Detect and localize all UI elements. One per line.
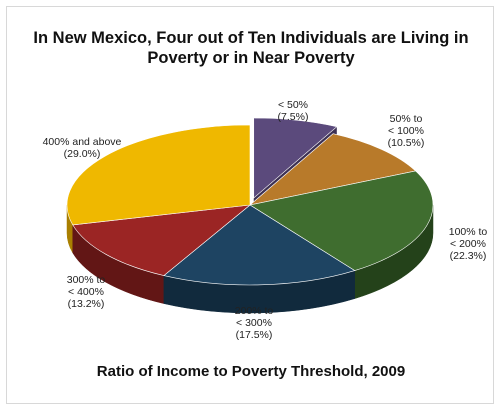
slice-label-line: 300% to (67, 274, 106, 286)
pie-slice (163, 204, 356, 286)
slice-label-line: < 300% (236, 317, 272, 329)
slice-label-line: (13.2%) (68, 298, 105, 310)
slice-label: < 50% (7.5%) (278, 99, 309, 123)
chart-title-line-2: Poverty or in Near Poverty (147, 49, 355, 67)
pie-slice (253, 117, 338, 199)
slice-label-line: < 200% (450, 238, 486, 250)
chart-title-line-1: In New Mexico, Four out of Ten Individua… (33, 29, 469, 47)
slice-label: 100% to < 200% (22.3%) (449, 226, 488, 262)
slice-label-line: (17.5%) (236, 329, 273, 341)
chart-subtitle: Ratio of Income to Poverty Threshold, 20… (96, 363, 406, 380)
slice-label-line: 100% to (449, 226, 488, 238)
slice-label: 300% to < 400% (13.2%) (67, 274, 106, 310)
slice-label-line: 50% to (390, 113, 423, 125)
pie-slice (248, 133, 417, 206)
slice-label-line: < 400% (68, 286, 104, 298)
pie-slice (249, 170, 434, 271)
slice-label-line: (7.5%) (278, 111, 309, 123)
slice-label: 400% and above (29.0%) (43, 136, 122, 160)
chart-title: In New Mexico, Four out of Ten Individua… (0, 28, 502, 68)
slice-label-line: (10.5%) (388, 137, 425, 149)
slice-label: 50% to < 100% (10.5%) (388, 113, 425, 149)
slice-label-line: (29.0%) (64, 148, 101, 160)
pie-slice (72, 204, 251, 276)
slice-label-line: < 100% (388, 125, 424, 137)
slice-label-line: 400% and above (43, 136, 122, 148)
pie-slice (66, 124, 251, 226)
slice-label-line: (22.3%) (450, 250, 487, 262)
slice-label: 200% to < 300% (17.5%) (235, 305, 274, 341)
slice-label-line: 200% to (235, 305, 274, 317)
slice-label-line: < 50% (278, 99, 308, 111)
